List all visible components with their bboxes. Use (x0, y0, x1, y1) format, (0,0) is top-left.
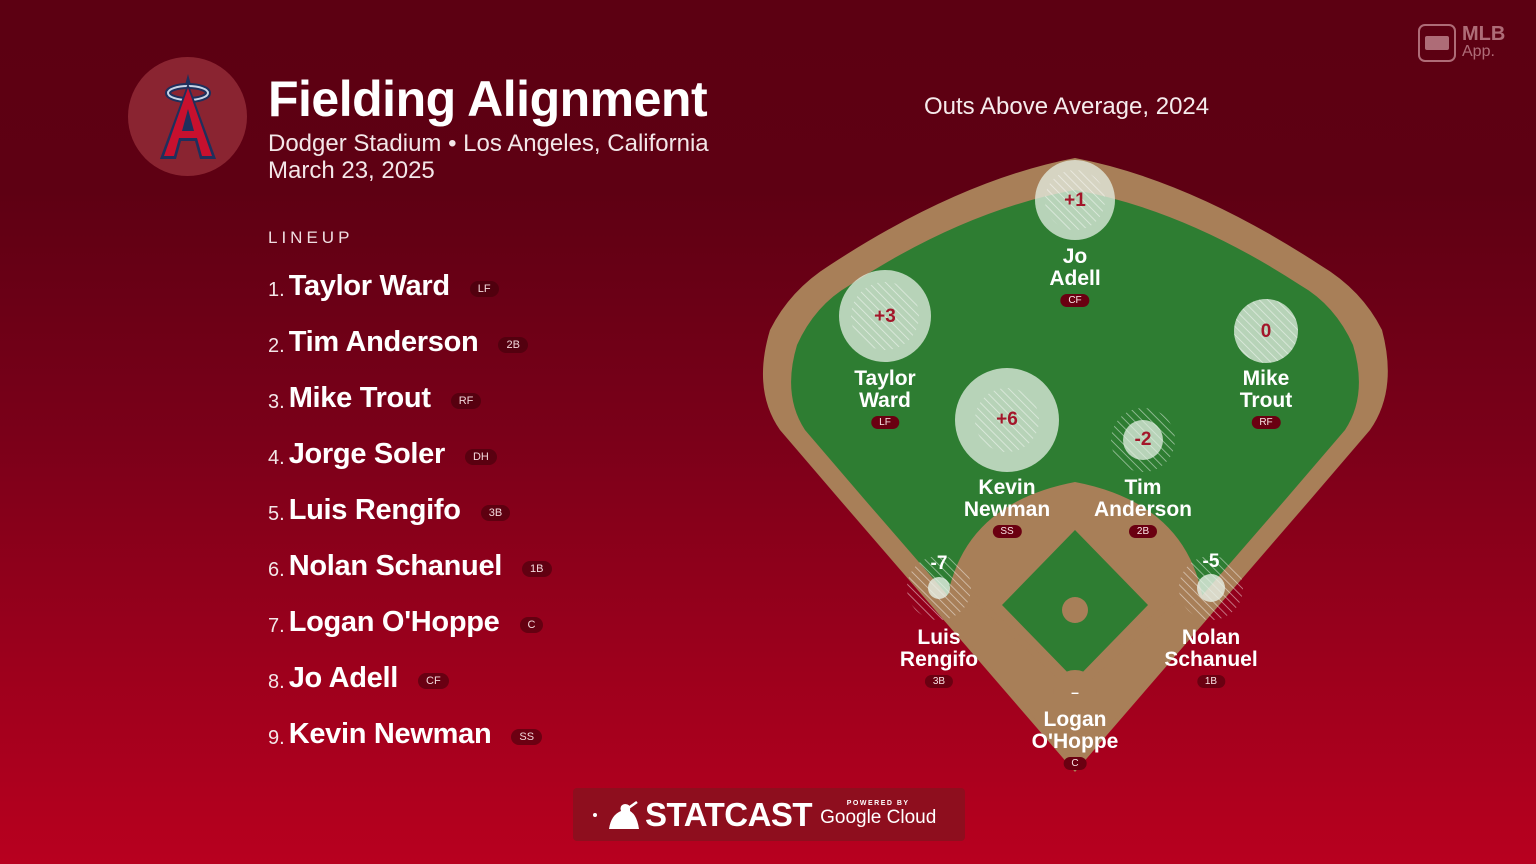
oaa-value-3b: -7 (930, 553, 948, 574)
position-badge: SS (992, 525, 1022, 538)
batting-order: 1. (268, 278, 285, 301)
batting-order: 3. (268, 390, 285, 413)
batting-order: 7. (268, 614, 285, 637)
player-name: Tim Anderson (288, 325, 479, 358)
player-first-name: Nolan (1181, 626, 1241, 649)
lineup-item: 9. Kevin Newman SS (268, 706, 552, 762)
batting-order: 2. (268, 334, 285, 357)
statcast-banner: STATCAST POWERED BY Google Cloud (573, 788, 965, 841)
oaa-value-rf: 0 (1260, 321, 1272, 342)
field-player-ss: Kevin Newman SS (964, 477, 1050, 539)
batting-order: 8. (268, 670, 285, 693)
player-name: Kevin Newman (288, 717, 492, 750)
oaa-title: Outs Above Average, 2024 (924, 93, 1210, 120)
mlb-app-text: MLB (1462, 23, 1506, 45)
statcast-wordmark: STATCAST (645, 795, 813, 833)
oaa-value-cf: +1 (1064, 190, 1086, 211)
dot-icon (593, 812, 597, 817)
player-name: Mike Trout (288, 381, 431, 414)
player-name: Logan O'Hoppe (288, 605, 500, 638)
lineup-heading: LINEUP (268, 228, 354, 247)
player-first-name: Luis (917, 626, 961, 649)
field-player-3b: Luis Rengifo 3B (900, 627, 978, 689)
position-badge: 1B (1196, 675, 1226, 688)
field-player-1b: Nolan Schanuel 1B (1164, 626, 1258, 689)
page-title: Fielding Alignment (268, 71, 708, 127)
player-first-name: Mike (1242, 367, 1290, 390)
position-badge: CF (418, 673, 449, 689)
position-badge: DH (464, 449, 497, 465)
batting-order: 9. (268, 726, 285, 749)
player-name: Luis Rengifo (288, 493, 461, 526)
player-first-name: Jo (1062, 245, 1088, 268)
pitchers-mound (1062, 597, 1088, 623)
position-badge: C (1063, 757, 1087, 770)
player-last-name: Anderson (1093, 498, 1193, 521)
lineup-list: 1. Taylor Ward LF 2. Tim Anderson 2B 3. Mike … (268, 258, 552, 762)
angels-logo-icon (160, 74, 216, 159)
batting-order: 6. (268, 558, 285, 581)
oaa-value-ss: +6 (996, 409, 1018, 430)
position-badge: 1B (522, 561, 552, 577)
powered-by-text: POWERED BY (846, 800, 910, 807)
position-badge: RF (450, 393, 482, 409)
mlb-logo-icon (1418, 24, 1456, 62)
oaa-value-c: – (1071, 684, 1079, 700)
lineup-item: 6. Nolan Schanuel 1B (268, 538, 552, 594)
batting-order: 4. (268, 446, 285, 469)
mlb-batter-icon (609, 800, 639, 829)
player-last-name: Schanuel (1164, 648, 1258, 671)
player-first-name: Logan (1043, 708, 1107, 731)
position-badge: LF (469, 281, 499, 297)
field-player-2b: Tim Anderson 2B (1094, 477, 1192, 539)
lineup-item: 2. Tim Anderson 2B (268, 314, 552, 370)
player-last-name: Rengifo (899, 648, 979, 671)
oaa-value-2b: -2 (1134, 429, 1152, 450)
lineup-item: 3. Mike Trout RF (268, 370, 552, 426)
player-last-name: Trout (1239, 389, 1293, 412)
field-player-lf: Taylor Ward LF (854, 367, 916, 430)
player-first-name: Taylor (854, 367, 916, 390)
google-cloud-text: Google Cloud (820, 807, 937, 828)
player-first-name: Kevin (978, 476, 1036, 499)
player-last-name: Newman (963, 498, 1051, 521)
player-last-name: Adell (1049, 267, 1101, 290)
team-logo (128, 57, 247, 176)
lineup-item: 4. Jorge Soler DH (268, 426, 552, 482)
player-first-name: Tim (1124, 476, 1162, 499)
position-badge: RF (1251, 416, 1281, 429)
position-badge: SS (511, 729, 543, 745)
position-badge: 2B (1128, 525, 1158, 538)
home-plate-area (1053, 670, 1097, 714)
lineup-item: 7. Logan O'Hoppe C (268, 594, 552, 650)
oaa-value-lf: +3 (874, 306, 896, 327)
position-badge: C (519, 617, 544, 633)
position-badge: CF (1060, 294, 1090, 307)
position-badge: 2B (498, 337, 528, 353)
field-player-c: Logan O'Hoppe C (1031, 708, 1119, 771)
oaa-value-1b: -5 (1202, 551, 1220, 572)
batting-order: 5. (268, 502, 285, 525)
mlb-app-watermark: MLB App. (1418, 24, 1505, 62)
player-name: Nolan Schanuel (288, 549, 503, 582)
outfield-grass (791, 190, 1359, 742)
position-badge: 3B (924, 675, 954, 688)
player-name: Jo Adell (288, 661, 399, 694)
player-last-name: Ward (859, 389, 911, 412)
venue: Dodger Stadium • Los Angeles, California (268, 130, 709, 157)
game-date: March 23, 2025 (268, 157, 435, 184)
position-badge: LF (871, 416, 899, 429)
field-player-rf: Mike Trout RF (1239, 367, 1293, 430)
mlb-app-text: App. (1462, 43, 1495, 60)
player-name: Taylor Ward (288, 269, 450, 302)
player-name: Jorge Soler (288, 437, 446, 470)
position-badge: 3B (480, 505, 511, 521)
field-player-cf: Jo Adell CF (1049, 245, 1101, 308)
lineup-item: 5. Luis Rengifo 3B (268, 482, 552, 538)
player-last-name: O'Hoppe (1031, 730, 1119, 753)
lineup-item: 8. Jo Adell CF (268, 650, 552, 706)
lineup-item: 1. Taylor Ward LF (268, 258, 552, 314)
